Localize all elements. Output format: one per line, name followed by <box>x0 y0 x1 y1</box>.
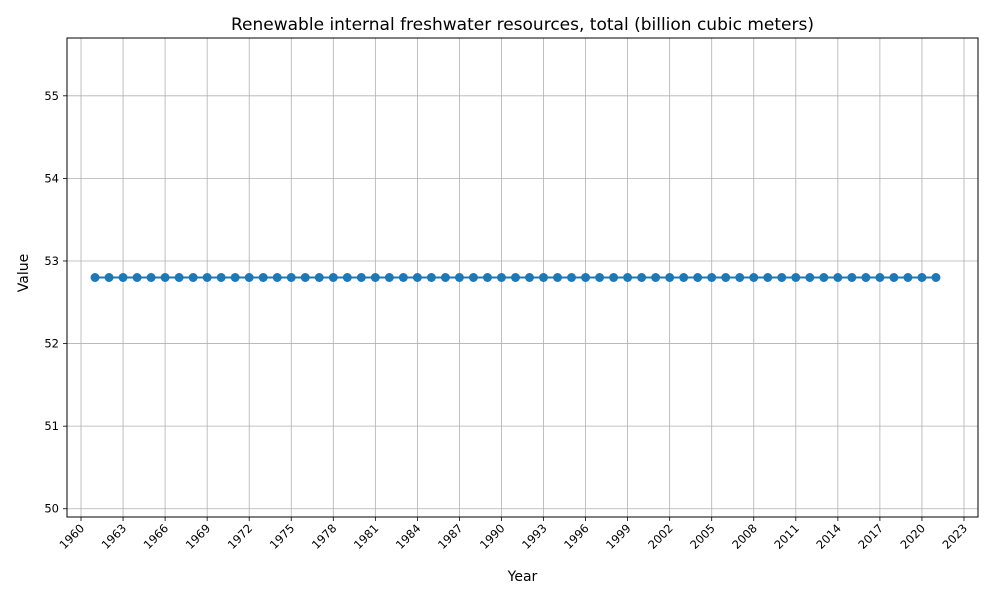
data-point <box>146 273 156 282</box>
data-point <box>777 273 787 282</box>
data-point <box>216 273 226 282</box>
data-point <box>637 273 647 282</box>
y-tick-label: 53 <box>44 254 59 268</box>
y-axis-title: Value <box>16 254 32 292</box>
data-point <box>735 273 745 282</box>
data-point <box>539 273 549 282</box>
y-tick-label: 52 <box>44 337 59 351</box>
x-axis-title: Year <box>507 569 538 585</box>
data-point <box>440 273 450 282</box>
data-point <box>160 273 170 282</box>
data-point <box>931 273 941 282</box>
data-point <box>510 273 520 282</box>
data-point <box>665 273 675 282</box>
data-point <box>328 273 338 282</box>
data-point <box>791 273 801 282</box>
data-point <box>258 273 268 282</box>
data-point <box>286 273 296 282</box>
data-point <box>623 273 633 282</box>
data-point <box>90 273 100 282</box>
data-point <box>314 273 324 282</box>
data-point <box>833 273 843 282</box>
data-point <box>272 273 282 282</box>
data-point <box>889 273 899 282</box>
data-point <box>651 273 661 282</box>
data-point <box>679 273 689 282</box>
data-point <box>917 273 927 282</box>
data-point <box>244 273 254 282</box>
data-point <box>384 273 394 282</box>
data-point <box>468 273 478 282</box>
data-point <box>342 273 352 282</box>
data-point <box>581 273 591 282</box>
data-point <box>132 273 142 282</box>
data-point <box>819 273 829 282</box>
data-point <box>482 273 492 282</box>
data-point <box>707 273 717 282</box>
data-point <box>805 273 815 282</box>
data-point <box>721 273 731 282</box>
data-point <box>749 273 759 282</box>
data-point <box>356 273 366 282</box>
data-point <box>202 273 212 282</box>
data-point <box>553 273 563 282</box>
data-point <box>454 273 464 282</box>
y-tick-label: 51 <box>44 419 59 433</box>
y-tick-label: 50 <box>44 502 59 516</box>
chart-title: Renewable internal freshwater resources,… <box>231 15 814 35</box>
data-point <box>875 273 885 282</box>
data-point <box>174 273 184 282</box>
data-point <box>609 273 619 282</box>
data-point <box>370 273 380 282</box>
data-point <box>188 273 198 282</box>
data-point <box>903 273 913 282</box>
data-point <box>230 273 240 282</box>
data-point <box>118 273 128 282</box>
data-point <box>398 273 408 282</box>
data-point <box>861 273 871 282</box>
data-point <box>412 273 422 282</box>
data-point <box>693 273 703 282</box>
y-tick-label: 54 <box>44 171 59 185</box>
data-point <box>300 273 310 282</box>
data-point <box>595 273 605 282</box>
data-point <box>567 273 577 282</box>
data-point <box>763 273 773 282</box>
data-point <box>104 273 114 282</box>
y-tick-label: 55 <box>44 89 59 103</box>
data-point <box>426 273 436 282</box>
data-point <box>847 273 857 282</box>
data-point <box>525 273 535 282</box>
plot-area <box>90 273 941 282</box>
plot-frame <box>66 37 979 518</box>
data-point <box>496 273 506 282</box>
